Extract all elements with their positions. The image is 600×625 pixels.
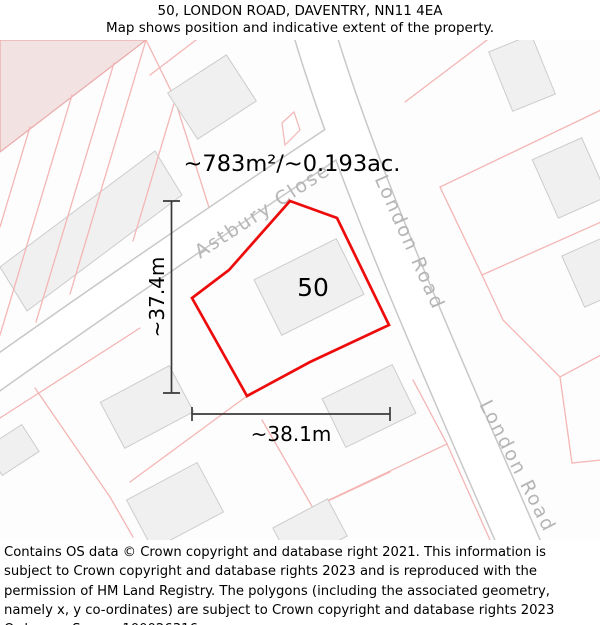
page-title: 50, LONDON ROAD, DAVENTRY, NN11 4EA [157, 3, 443, 19]
parcel-line [559, 376, 600, 464]
property-boundary-polygon [190, 199, 391, 398]
property-number-label: 50 [297, 273, 329, 302]
building [125, 461, 225, 540]
parcel-line [481, 274, 600, 378]
parcel-line [149, 40, 197, 76]
building [272, 498, 348, 540]
parcel-line [34, 387, 134, 538]
building [488, 40, 556, 112]
map-svg: Astbury Close London Road London Road [0, 40, 600, 540]
parcel-line [129, 395, 248, 483]
parcel-line [281, 110, 301, 147]
parcel-line [132, 96, 177, 242]
parcel-line [439, 109, 600, 276]
astbury-close-road [0, 122, 354, 390]
buildings [0, 40, 600, 540]
copyright-notice: Contains OS data © Crown copyright and d… [0, 540, 600, 625]
height-measure: ~37.4m [145, 200, 180, 394]
parcel-line [69, 40, 147, 295]
building-50 [253, 238, 365, 336]
building [561, 234, 600, 308]
parcel-line [0, 126, 31, 228]
pink-parcel-area [0, 40, 147, 153]
building [321, 363, 417, 449]
parcel-line [446, 443, 491, 540]
parcel-line [0, 94, 73, 336]
building [99, 365, 195, 449]
terrace-building-row [0, 150, 183, 312]
parcel-line [404, 40, 488, 103]
parcel-strip-lines [0, 40, 213, 336]
parcel-line [35, 62, 115, 323]
page-subtitle: Map shows position and indicative extent… [105, 20, 495, 36]
width-measure-label: ~38.1m [251, 422, 332, 446]
area-label: ~783m²/~0.193ac. [184, 151, 401, 177]
building [0, 423, 40, 477]
report-header: 50, LONDON ROAD, DAVENTRY, NN11 4EA Map … [0, 0, 600, 40]
map-canvas: Astbury Close London Road London Road [0, 40, 600, 540]
parcel-line [0, 327, 141, 419]
width-measure: ~38.1m [191, 407, 391, 446]
building [531, 137, 600, 219]
london-road [295, 40, 540, 540]
building [166, 54, 258, 140]
height-measure-label: ~37.4m [145, 257, 169, 338]
